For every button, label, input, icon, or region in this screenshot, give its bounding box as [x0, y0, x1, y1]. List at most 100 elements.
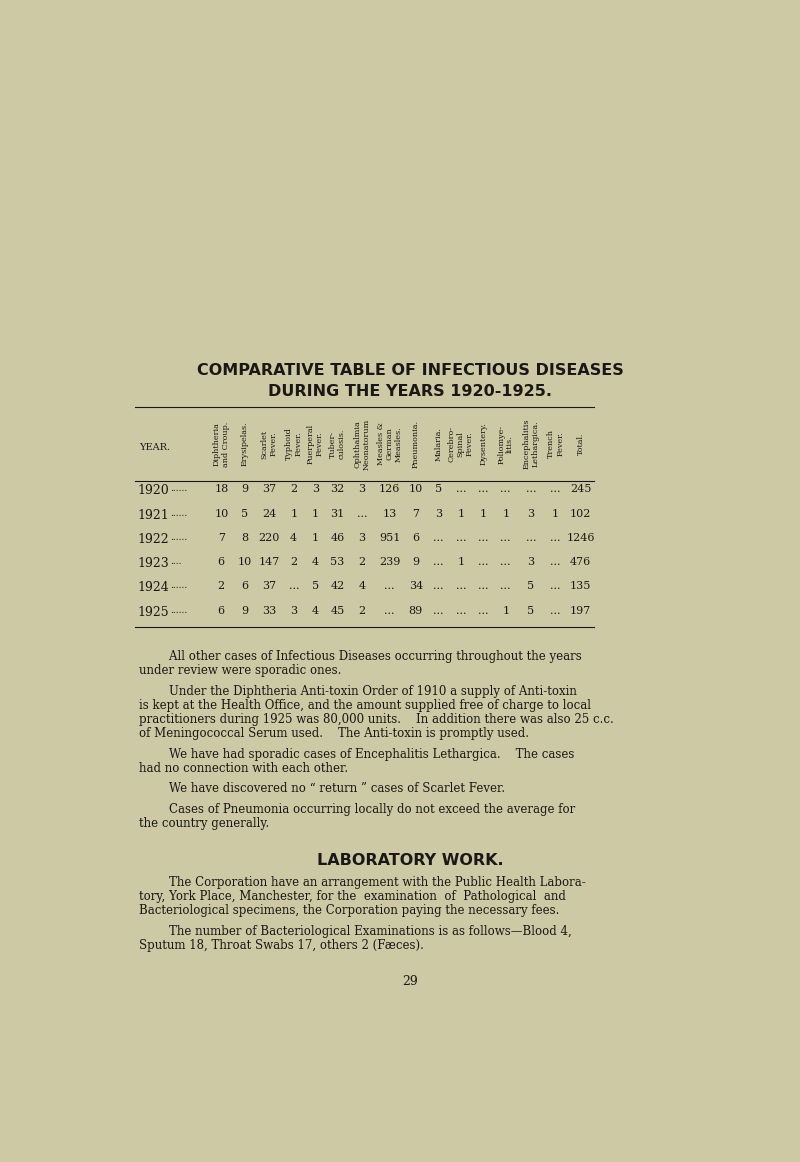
Text: 102: 102	[570, 509, 591, 518]
Text: 24: 24	[262, 509, 276, 518]
Text: ......: ......	[170, 485, 187, 494]
Text: 220: 220	[258, 533, 280, 543]
Text: Encephalitis
Lethargica.: Encephalitis Lethargica.	[522, 418, 539, 469]
Text: 13: 13	[382, 509, 397, 518]
Text: ...: ...	[433, 605, 443, 616]
Text: ......: ......	[170, 581, 187, 590]
Text: Diphtheria
and Croup.: Diphtheria and Croup.	[213, 422, 230, 467]
Text: ...: ...	[433, 533, 443, 543]
Text: 1: 1	[458, 509, 464, 518]
Text: ......: ......	[170, 533, 187, 541]
Text: DURING THE YEARS 1920-1925.: DURING THE YEARS 1920-1925.	[268, 385, 552, 400]
Text: Erysipelas.: Erysipelas.	[241, 422, 249, 466]
Text: ...: ...	[433, 581, 443, 591]
Text: Trench
Fever.: Trench Fever.	[547, 430, 564, 459]
Text: is kept at the Health Office, and the amount supplied free of charge to local: is kept at the Health Office, and the am…	[138, 698, 590, 712]
Text: 5: 5	[527, 581, 534, 591]
Text: 147: 147	[258, 557, 279, 567]
Text: Cases of Pneumonia occurring locally do not exceed the average for: Cases of Pneumonia occurring locally do …	[138, 803, 575, 816]
Text: 45: 45	[330, 605, 345, 616]
Text: ...: ...	[550, 605, 561, 616]
Text: 3: 3	[312, 485, 319, 494]
Text: ...: ...	[550, 557, 561, 567]
Text: ......: ......	[170, 509, 187, 517]
Text: 29: 29	[402, 975, 418, 988]
Text: 1925: 1925	[138, 605, 169, 618]
Text: 126: 126	[378, 485, 400, 494]
Text: Measles &
German
Measles.: Measles & German Measles.	[377, 423, 402, 466]
Text: Scarlet
Fever.: Scarlet Fever.	[261, 430, 278, 459]
Text: ....: ....	[170, 557, 182, 566]
Text: 9: 9	[241, 605, 248, 616]
Text: 1: 1	[552, 509, 559, 518]
Text: Tuber-
culosis.: Tuber- culosis.	[329, 429, 346, 459]
Text: ...: ...	[478, 581, 489, 591]
Text: 9: 9	[241, 485, 248, 494]
Text: LABORATORY WORK.: LABORATORY WORK.	[317, 853, 503, 868]
Text: 10: 10	[238, 557, 252, 567]
Text: 3: 3	[290, 605, 298, 616]
Text: 37: 37	[262, 581, 276, 591]
Text: 3: 3	[358, 485, 366, 494]
Text: 3: 3	[527, 557, 534, 567]
Text: 6: 6	[412, 533, 419, 543]
Text: 6: 6	[218, 605, 225, 616]
Text: 2: 2	[290, 557, 298, 567]
Text: ...: ...	[501, 557, 511, 567]
Text: ...: ...	[550, 533, 561, 543]
Text: We have had sporadic cases of Encephalitis Lethargica.    The cases: We have had sporadic cases of Encephalit…	[138, 747, 574, 761]
Text: 951: 951	[378, 533, 400, 543]
Text: ...: ...	[289, 581, 299, 591]
Text: All other cases of Infectious Diseases occurring throughout the years: All other cases of Infectious Diseases o…	[138, 650, 582, 664]
Text: Total.: Total.	[577, 432, 585, 456]
Text: 3: 3	[434, 509, 442, 518]
Text: ...: ...	[455, 581, 466, 591]
Text: 3: 3	[527, 509, 534, 518]
Text: 46: 46	[330, 533, 345, 543]
Text: ...: ...	[550, 485, 561, 494]
Text: 476: 476	[570, 557, 591, 567]
Text: 3: 3	[358, 533, 366, 543]
Text: ...: ...	[501, 485, 511, 494]
Text: 7: 7	[412, 509, 419, 518]
Text: 2: 2	[358, 605, 366, 616]
Text: Sputum 18, Throat Swabs 17, others 2 (Fæces).: Sputum 18, Throat Swabs 17, others 2 (Fæ…	[138, 939, 424, 952]
Text: 8: 8	[241, 533, 248, 543]
Text: ...: ...	[501, 581, 511, 591]
Text: 2: 2	[358, 557, 366, 567]
Text: Ophthalmia
Neonatorum: Ophthalmia Neonatorum	[354, 418, 370, 469]
Text: practitioners during 1925 was 80,000 units.    In addition there was also 25 c.c: practitioners during 1925 was 80,000 uni…	[138, 713, 614, 726]
Text: ...: ...	[455, 605, 466, 616]
Text: 33: 33	[262, 605, 276, 616]
Text: The number of Bacteriological Examinations is as follows—Blood 4,: The number of Bacteriological Examinatio…	[138, 925, 571, 938]
Text: ...: ...	[478, 557, 489, 567]
Text: ...: ...	[384, 605, 394, 616]
Text: ...: ...	[478, 533, 489, 543]
Text: 197: 197	[570, 605, 591, 616]
Text: 5: 5	[241, 509, 248, 518]
Text: 245: 245	[570, 485, 591, 494]
Text: YEAR.: YEAR.	[138, 444, 170, 452]
Text: 239: 239	[378, 557, 400, 567]
Text: 1922: 1922	[138, 533, 169, 546]
Text: 4: 4	[290, 533, 298, 543]
Text: Malaria.: Malaria.	[434, 428, 442, 461]
Text: 4: 4	[312, 605, 319, 616]
Text: 1: 1	[290, 509, 298, 518]
Text: ...: ...	[433, 557, 443, 567]
Text: of Meningococcal Serum used.    The Anti-toxin is promptly used.: of Meningococcal Serum used. The Anti-to…	[138, 727, 529, 740]
Text: ...: ...	[357, 509, 367, 518]
Text: 31: 31	[330, 509, 345, 518]
Text: 7: 7	[218, 533, 225, 543]
Text: 1: 1	[312, 509, 319, 518]
Text: Dysentery.: Dysentery.	[480, 423, 488, 466]
Text: 1923: 1923	[138, 557, 169, 571]
Text: ...: ...	[384, 581, 394, 591]
Text: Cerebro-
Spinal
Fever.: Cerebro- Spinal Fever.	[448, 426, 474, 462]
Text: ...: ...	[501, 533, 511, 543]
Text: 42: 42	[330, 581, 345, 591]
Text: 4: 4	[312, 557, 319, 567]
Text: 9: 9	[412, 557, 419, 567]
Text: 6: 6	[241, 581, 248, 591]
Text: 32: 32	[330, 485, 345, 494]
